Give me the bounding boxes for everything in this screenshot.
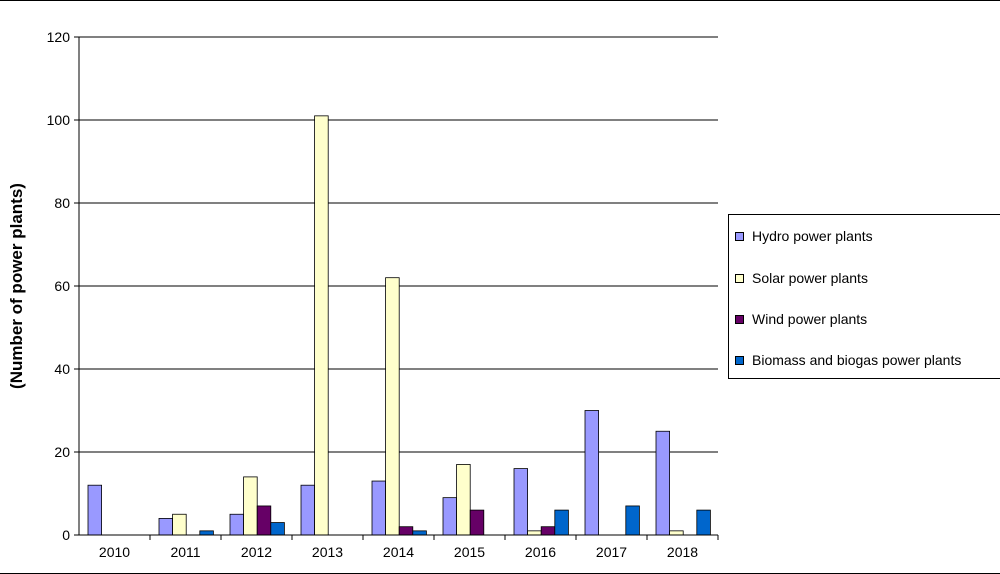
bar-solar-2018 bbox=[669, 530, 684, 536]
bar-hydro-2013 bbox=[300, 484, 316, 536]
x-tick-label: 2013 bbox=[312, 544, 343, 560]
legend-swatch bbox=[735, 355, 744, 365]
bar-hydro-2015 bbox=[442, 497, 458, 536]
y-tick-label: 120 bbox=[47, 29, 71, 45]
y-tick-label: 0 bbox=[62, 527, 70, 543]
bar-hydro-2018 bbox=[655, 430, 671, 536]
legend-item: Wind power plants bbox=[735, 311, 867, 327]
y-tick-label: 40 bbox=[54, 361, 70, 377]
x-tick-label: 2010 bbox=[99, 544, 130, 560]
bar-biomass-2016 bbox=[554, 509, 569, 536]
y-axis-label: (Number of power plants) bbox=[7, 183, 26, 389]
x-tick-label: 2012 bbox=[241, 544, 272, 560]
y-tick-label: 60 bbox=[54, 278, 70, 294]
bar-hydro-2017 bbox=[584, 410, 600, 536]
legend: Hydro power plants Solar power plants Wind… bbox=[728, 214, 1000, 379]
bar-wind-2014 bbox=[398, 526, 414, 536]
bar-wind-2012 bbox=[256, 505, 272, 536]
legend-swatch bbox=[735, 231, 744, 241]
bar-solar-2013 bbox=[314, 115, 329, 536]
x-tick-label: 2015 bbox=[454, 544, 485, 560]
y-tick-label: 100 bbox=[47, 112, 71, 128]
x-tick-label: 2018 bbox=[667, 544, 698, 560]
y-tick-label: 80 bbox=[54, 195, 70, 211]
bar-hydro-2016 bbox=[513, 468, 529, 536]
bar-solar-2015 bbox=[456, 464, 471, 536]
bar-solar-2011 bbox=[172, 513, 187, 536]
bar-hydro-2014 bbox=[371, 480, 387, 536]
bar-hydro-2011 bbox=[158, 518, 174, 536]
legend-item: Biomass and biogas power plants bbox=[735, 352, 961, 368]
bar-wind-2015 bbox=[469, 509, 485, 536]
bar-solar-2016 bbox=[527, 530, 542, 536]
legend-label: Solar power plants bbox=[752, 270, 868, 286]
x-tick-label: 2017 bbox=[596, 544, 627, 560]
legend-label: Hydro power plants bbox=[752, 228, 873, 244]
legend-swatch bbox=[735, 314, 744, 324]
bar-biomass-2018 bbox=[696, 509, 711, 536]
bar-biomass-2011 bbox=[199, 530, 214, 536]
x-tick-label: 2014 bbox=[383, 544, 414, 560]
legend-item: Solar power plants bbox=[735, 270, 868, 286]
bar-biomass-2012 bbox=[270, 522, 285, 536]
bar-solar-2014 bbox=[385, 277, 400, 536]
legend-item: Hydro power plants bbox=[735, 228, 873, 244]
legend-label: Wind power plants bbox=[752, 311, 868, 327]
bar-hydro-2012 bbox=[229, 513, 245, 536]
bar-biomass-2014 bbox=[412, 530, 427, 536]
legend-swatch bbox=[735, 273, 744, 283]
x-tick-label: 2016 bbox=[525, 544, 556, 560]
bar-wind-2016 bbox=[540, 526, 556, 536]
bar-hydro-2010 bbox=[87, 484, 103, 536]
legend-label: Biomass and biogas power plants bbox=[752, 352, 962, 368]
x-tick-label: 2011 bbox=[170, 544, 200, 560]
bar-biomass-2017 bbox=[625, 505, 640, 536]
bar-solar-2012 bbox=[243, 476, 258, 536]
y-tick-label: 20 bbox=[54, 444, 70, 460]
